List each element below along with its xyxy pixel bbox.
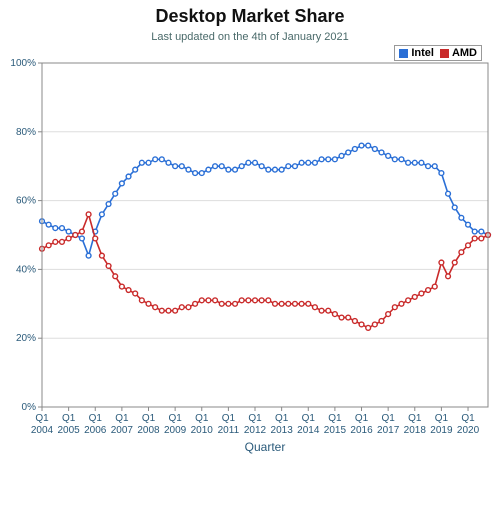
svg-text:2006: 2006 bbox=[84, 425, 107, 436]
svg-text:Q1: Q1 bbox=[302, 413, 316, 424]
legend: Intel AMD bbox=[394, 45, 482, 61]
svg-text:Q1: Q1 bbox=[195, 413, 209, 424]
svg-text:Q1: Q1 bbox=[168, 413, 182, 424]
chart-title: Desktop Market Share bbox=[0, 6, 500, 27]
chart-subtitle: Last updated on the 4th of January 2021 bbox=[0, 31, 500, 43]
legend-swatch-intel bbox=[399, 49, 408, 58]
svg-text:2010: 2010 bbox=[191, 425, 214, 436]
svg-text:Q1: Q1 bbox=[435, 413, 449, 424]
svg-text:60%: 60% bbox=[16, 196, 36, 207]
svg-text:2005: 2005 bbox=[58, 425, 81, 436]
chart-container: Intel AMD 0%20%40%60%80%100%Q12004Q12005… bbox=[0, 45, 500, 475]
svg-text:2019: 2019 bbox=[430, 425, 453, 436]
legend-label-amd: AMD bbox=[452, 47, 477, 59]
svg-text:Q1: Q1 bbox=[89, 413, 103, 424]
svg-text:2011: 2011 bbox=[218, 425, 240, 436]
svg-text:2013: 2013 bbox=[271, 425, 294, 436]
legend-item-amd: AMD bbox=[440, 47, 477, 59]
svg-text:0%: 0% bbox=[22, 402, 37, 413]
svg-text:Q1: Q1 bbox=[142, 413, 156, 424]
svg-text:2004: 2004 bbox=[31, 425, 54, 436]
svg-text:Q1: Q1 bbox=[381, 413, 395, 424]
svg-text:2020: 2020 bbox=[457, 425, 480, 436]
svg-text:Q1: Q1 bbox=[222, 413, 236, 424]
legend-swatch-amd bbox=[440, 49, 449, 58]
svg-text:80%: 80% bbox=[16, 127, 36, 138]
svg-text:2016: 2016 bbox=[350, 425, 373, 436]
legend-label-intel: Intel bbox=[411, 47, 434, 59]
svg-text:2012: 2012 bbox=[244, 425, 267, 436]
svg-text:40%: 40% bbox=[16, 264, 36, 275]
svg-text:2018: 2018 bbox=[404, 425, 427, 436]
line-chart: 0%20%40%60%80%100%Q12004Q12005Q12006Q120… bbox=[0, 45, 500, 475]
svg-text:2008: 2008 bbox=[137, 425, 160, 436]
svg-text:Q1: Q1 bbox=[62, 413, 76, 424]
svg-text:Q1: Q1 bbox=[275, 413, 289, 424]
svg-text:Q1: Q1 bbox=[461, 413, 475, 424]
svg-text:Q1: Q1 bbox=[355, 413, 369, 424]
svg-text:Q1: Q1 bbox=[408, 413, 422, 424]
svg-text:Q1: Q1 bbox=[328, 413, 342, 424]
svg-text:2014: 2014 bbox=[297, 425, 320, 436]
svg-text:2007: 2007 bbox=[111, 425, 134, 436]
svg-text:Q1: Q1 bbox=[35, 413, 49, 424]
svg-text:2009: 2009 bbox=[164, 425, 187, 436]
svg-text:Q1: Q1 bbox=[248, 413, 262, 424]
svg-text:Q1: Q1 bbox=[115, 413, 129, 424]
legend-item-intel: Intel bbox=[399, 47, 434, 59]
svg-text:Quarter: Quarter bbox=[245, 440, 286, 454]
svg-text:20%: 20% bbox=[16, 333, 36, 344]
svg-text:2015: 2015 bbox=[324, 425, 347, 436]
svg-text:2017: 2017 bbox=[377, 425, 400, 436]
svg-text:100%: 100% bbox=[10, 58, 36, 69]
